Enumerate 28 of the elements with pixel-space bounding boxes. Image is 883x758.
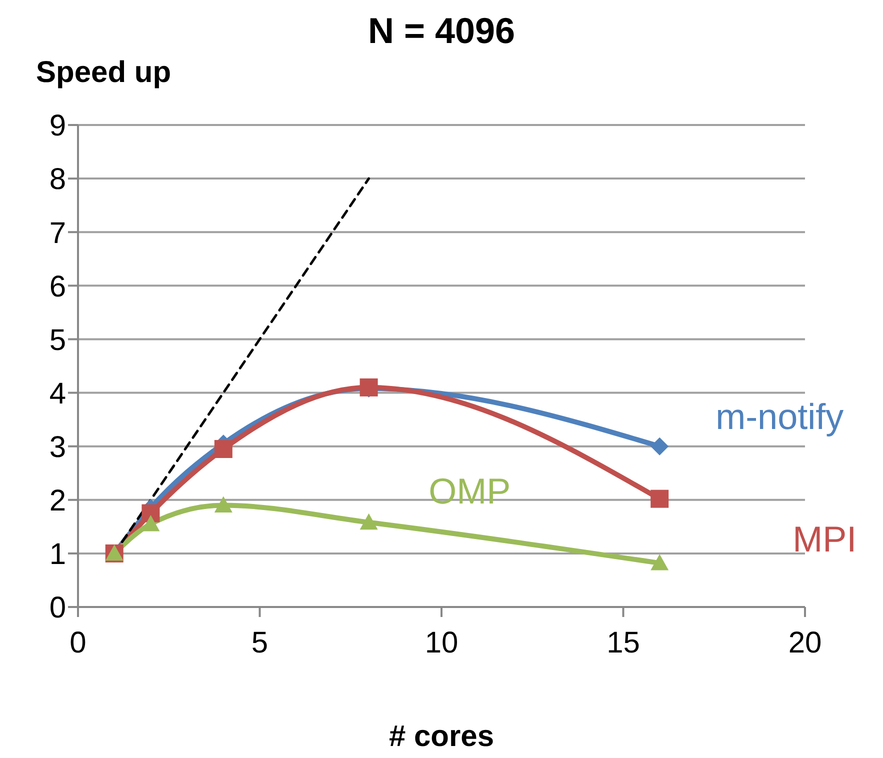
y-tick-label: 4 [49, 377, 66, 410]
point [650, 554, 669, 570]
text: MPI [792, 518, 857, 560]
y-tick-label: 6 [49, 270, 66, 304]
y-tick-label: 0 [49, 592, 66, 625]
point [214, 440, 232, 458]
y-tick-label: 8 [49, 163, 66, 196]
point [650, 490, 669, 508]
point [214, 496, 232, 512]
x-tick-label: 10 [424, 626, 458, 660]
x-tick-label: 20 [788, 626, 822, 660]
y-tick-label: 1 [49, 538, 66, 572]
series-label: m-notify [716, 396, 844, 437]
chart-title: N = 4096 [366, 10, 516, 52]
y-tick-label: 9 [49, 110, 66, 143]
x-tick-label: 0 [70, 626, 86, 660]
x-axis-title: # cores [388, 720, 496, 754]
point [142, 514, 160, 532]
y-tick-label: 2 [49, 484, 66, 518]
y-tick-label: 5 [49, 324, 66, 357]
point [650, 437, 669, 456]
y-axis-title: Speed up [36, 56, 172, 90]
x-tick-label: 5 [251, 626, 268, 660]
point [360, 513, 378, 530]
point [142, 504, 160, 522]
y-tick-label: 7 [49, 216, 66, 250]
y-tick-label: 3 [49, 430, 66, 464]
x-tick-label: 15 [606, 626, 640, 660]
